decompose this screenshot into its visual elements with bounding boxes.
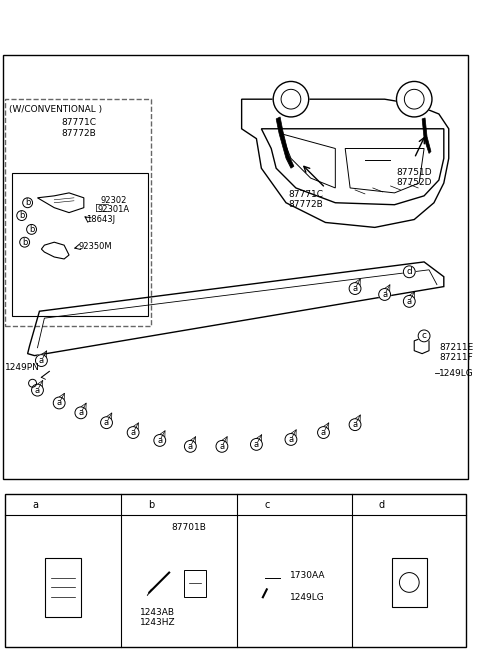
Circle shape — [144, 498, 158, 512]
Text: d: d — [379, 499, 385, 510]
Circle shape — [281, 89, 301, 109]
FancyBboxPatch shape — [184, 569, 205, 597]
Text: 92302: 92302 — [100, 195, 127, 205]
Text: a: a — [35, 386, 40, 395]
Circle shape — [29, 498, 42, 512]
Text: 87771C: 87771C — [61, 118, 96, 127]
FancyBboxPatch shape — [12, 173, 148, 316]
Circle shape — [403, 295, 415, 307]
Circle shape — [26, 224, 36, 234]
Text: a: a — [321, 428, 326, 437]
Text: 87752D: 87752D — [396, 178, 432, 187]
Circle shape — [399, 573, 419, 592]
Circle shape — [127, 426, 139, 438]
Text: a: a — [288, 435, 293, 444]
Circle shape — [101, 417, 112, 428]
Text: 1243AB: 1243AB — [140, 608, 175, 617]
Text: a: a — [131, 428, 136, 437]
Circle shape — [285, 434, 297, 445]
Text: 1249LG: 1249LG — [289, 593, 324, 602]
Text: b: b — [29, 225, 34, 234]
Text: b: b — [22, 237, 27, 247]
Circle shape — [273, 81, 309, 117]
Circle shape — [17, 211, 26, 220]
Text: (W/CONVENTIONAL ): (W/CONVENTIONAL ) — [9, 105, 102, 114]
FancyBboxPatch shape — [392, 558, 427, 607]
Circle shape — [154, 434, 166, 446]
Circle shape — [349, 283, 361, 295]
Circle shape — [404, 89, 424, 109]
Text: a: a — [219, 442, 225, 451]
Text: a: a — [39, 356, 44, 365]
Text: b: b — [19, 211, 24, 220]
Circle shape — [379, 289, 391, 300]
Circle shape — [260, 498, 274, 512]
Polygon shape — [422, 118, 431, 154]
Text: 1730AA: 1730AA — [289, 571, 325, 580]
Circle shape — [418, 330, 430, 342]
Circle shape — [20, 237, 30, 247]
Text: 87751D: 87751D — [396, 168, 432, 177]
Text: a: a — [33, 499, 38, 510]
Text: a: a — [57, 398, 62, 407]
Polygon shape — [276, 117, 294, 168]
Text: 1249PN: 1249PN — [5, 363, 40, 372]
Text: b: b — [25, 198, 30, 207]
Text: a: a — [104, 418, 109, 427]
Text: b: b — [148, 499, 155, 510]
Text: 87772B: 87772B — [61, 129, 96, 138]
Text: c: c — [421, 331, 427, 340]
Text: d: d — [407, 267, 412, 276]
Text: a: a — [78, 408, 84, 417]
Text: a: a — [188, 442, 193, 451]
Circle shape — [29, 379, 36, 387]
Text: a: a — [352, 284, 358, 293]
Text: 87211E: 87211E — [439, 343, 473, 352]
Text: 1243HZ: 1243HZ — [140, 618, 175, 627]
Circle shape — [216, 440, 228, 452]
Text: 87211F: 87211F — [439, 353, 473, 362]
Text: 87771C: 87771C — [288, 190, 323, 199]
Text: a: a — [407, 297, 412, 306]
Circle shape — [32, 384, 43, 396]
Circle shape — [23, 198, 33, 208]
Text: 92301A: 92301A — [97, 205, 130, 214]
Text: 18643J: 18643J — [86, 215, 115, 224]
Circle shape — [375, 498, 389, 512]
Text: a: a — [254, 440, 259, 449]
Text: a: a — [352, 420, 358, 429]
Circle shape — [36, 355, 48, 367]
Text: 87756J: 87756J — [68, 499, 102, 510]
Circle shape — [318, 426, 329, 438]
Circle shape — [75, 407, 87, 419]
Text: 1249LG: 1249LG — [439, 369, 474, 378]
Text: 92350M: 92350M — [79, 242, 112, 251]
FancyBboxPatch shape — [46, 558, 81, 617]
Circle shape — [184, 440, 196, 452]
Circle shape — [403, 266, 415, 277]
Circle shape — [396, 81, 432, 117]
Circle shape — [53, 397, 65, 409]
Text: 87701B: 87701B — [171, 523, 206, 532]
FancyBboxPatch shape — [5, 494, 467, 647]
Text: 87756B: 87756B — [414, 499, 452, 510]
Text: 87772B: 87772B — [288, 200, 323, 209]
Circle shape — [349, 419, 361, 430]
Text: a: a — [157, 436, 162, 445]
Circle shape — [251, 438, 263, 450]
Text: a: a — [382, 290, 387, 299]
Text: c: c — [264, 499, 269, 510]
